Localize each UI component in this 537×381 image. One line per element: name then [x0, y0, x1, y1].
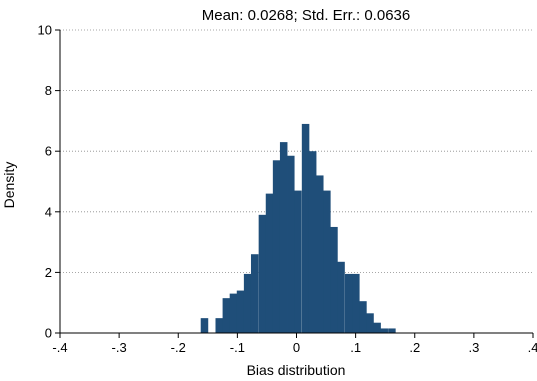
histogram-bar [301, 123, 310, 334]
histogram-bar [380, 328, 388, 333]
x-tick-label: -.1 [230, 340, 245, 355]
y-tick-label: 2 [45, 265, 52, 280]
axes: 0 2 4 6 8 10 -.4 -.3 -.2 -.1 0 .1 .2 .3 .4 [38, 23, 537, 356]
y-tick-label: 10 [38, 23, 52, 38]
histogram-bar [366, 313, 374, 333]
histogram-bar [279, 142, 288, 333]
histogram-bar [265, 193, 274, 333]
histogram-bar [337, 261, 345, 333]
x-tick-label: -.3 [112, 340, 127, 355]
gridlines [60, 29, 533, 273]
histogram-bar [388, 328, 396, 333]
histogram-bar [215, 318, 224, 333]
histogram-bar [294, 190, 302, 333]
histogram-bar [258, 214, 267, 333]
histogram-bar [316, 175, 324, 333]
y-tick-label: 4 [45, 204, 52, 219]
histogram-bar [344, 273, 353, 333]
histogram-bar [200, 318, 209, 333]
x-tick-label: .4 [528, 340, 537, 355]
x-tick-label: .3 [468, 340, 479, 355]
y-axis-title: Density [1, 162, 17, 209]
bars [200, 123, 396, 334]
histogram-bar [352, 273, 360, 333]
y-tick-label: 8 [45, 83, 52, 98]
histogram-bar [287, 155, 295, 333]
x-tick-label: 0 [293, 340, 300, 355]
y-tick-label: 6 [45, 144, 52, 159]
histogram-bar [323, 190, 331, 333]
x-axis-title: Bias distribution [247, 362, 346, 378]
chart-title: Mean: 0.0268; Std. Err.: 0.0636 [202, 7, 410, 24]
x-tick-label: .1 [350, 340, 361, 355]
histogram-bar [243, 273, 252, 333]
histogram-bar [250, 254, 259, 333]
histogram-bar [373, 322, 381, 333]
x-tick-label: .2 [409, 340, 420, 355]
histogram-bar [359, 301, 367, 333]
histogram-bar [229, 293, 238, 333]
y-tick-label: 0 [45, 326, 52, 341]
histogram-bar [272, 160, 281, 333]
histogram-bar [308, 151, 317, 333]
x-tick-label: -.2 [171, 340, 186, 355]
histogram-bar [236, 290, 245, 333]
x-tick-label: -.4 [52, 340, 67, 355]
histogram-bar [330, 226, 338, 333]
histogram-bar [222, 298, 231, 333]
